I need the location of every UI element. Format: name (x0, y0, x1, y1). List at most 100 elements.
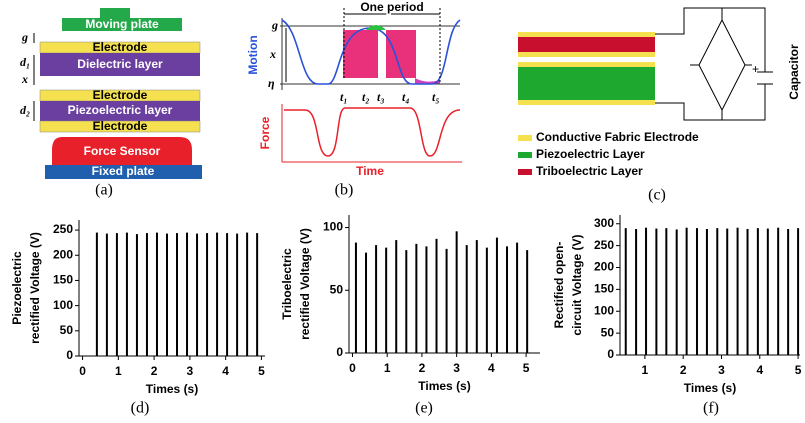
label: t₁ (340, 90, 348, 104)
plate-knob (100, 8, 130, 18)
spike (455, 231, 458, 353)
spike (176, 233, 179, 356)
y-tick-label: 250 (594, 238, 614, 252)
spike (445, 248, 448, 353)
layer (518, 62, 655, 67)
spike (716, 228, 719, 355)
force-sensor (52, 137, 192, 165)
label: One period (360, 0, 423, 14)
x-tick-label: 4 (756, 363, 763, 377)
spike (415, 243, 418, 353)
spike (746, 229, 749, 355)
spike (385, 247, 388, 353)
spike (736, 227, 739, 355)
y-label: Rectified open- (552, 242, 566, 329)
force-curve (284, 107, 461, 157)
spike (216, 232, 219, 356)
spike (196, 233, 199, 356)
dielectric (40, 53, 200, 76)
x-tick-label: 0 (79, 364, 86, 378)
legend-label: Conductive Fabric Electrode (536, 130, 699, 144)
label: η (268, 76, 275, 90)
spike (186, 232, 189, 356)
label: d₂ (20, 103, 30, 117)
x-tick-label: 3 (718, 363, 725, 377)
spike (766, 228, 769, 355)
label: Electrode (93, 119, 148, 133)
y-label: rectified Voltage (V) (298, 228, 312, 340)
label: t₂ (362, 90, 370, 104)
fixed-plate (45, 165, 202, 179)
label: Force Sensor (84, 144, 161, 158)
spike (246, 232, 249, 356)
label: Dielectric layer (77, 57, 163, 71)
spike (635, 229, 638, 355)
x-tick-label: 2 (151, 364, 158, 378)
layer (518, 37, 655, 52)
spike (685, 227, 688, 355)
x-tick-label: 5 (795, 363, 802, 377)
label: t₅ (432, 90, 440, 104)
x-tick-label: 4 (222, 364, 229, 378)
legend-swatch (518, 135, 532, 141)
label: x (21, 72, 28, 86)
x-tick-label: 2 (680, 363, 687, 377)
label: Electrode (93, 40, 148, 54)
x-tick-label: 0 (349, 361, 356, 375)
y-label: Piezoelectric (10, 251, 24, 325)
spike (475, 240, 478, 353)
spike (695, 228, 698, 355)
spike (665, 228, 668, 355)
y-label: Triboelectric (280, 248, 294, 320)
legend-label: Piezoelectric Layer (536, 147, 645, 161)
panel-c: + Capacitor Conductive Fabric Electrode P… (518, 7, 801, 204)
plus: + (752, 62, 759, 76)
y-tick-label: 150 (594, 282, 614, 296)
x-tick-label: 3 (453, 361, 460, 375)
y-tick-label: 0 (336, 345, 343, 359)
spike (797, 228, 800, 355)
x-tick-label: 4 (488, 361, 495, 375)
label: One period (360, 0, 423, 14)
circuit (655, 7, 773, 121)
label: Capacitor (787, 44, 801, 100)
label: Motion (246, 35, 260, 74)
spike (705, 229, 708, 355)
y-tick-label: 200 (594, 260, 614, 274)
phase (415, 78, 440, 84)
panel-label: (b) (335, 182, 354, 199)
spike (95, 232, 98, 356)
spike (236, 233, 239, 356)
spike (155, 232, 158, 356)
legend-swatch (518, 152, 532, 158)
legend: Conductive Fabric Electrode Piezoelectric… (518, 130, 699, 178)
label: x (269, 47, 276, 61)
x-tick-label: 1 (115, 364, 122, 378)
legend-swatch (518, 169, 532, 175)
spike (135, 234, 138, 356)
spike (756, 228, 759, 355)
spike (375, 245, 378, 353)
x-label: Times (s) (684, 381, 736, 395)
contact (366, 25, 386, 30)
y-tick-label: 100 (53, 298, 73, 312)
spike (675, 229, 678, 355)
label: d₁ (20, 55, 30, 69)
spike (506, 246, 509, 353)
spike (405, 250, 408, 353)
spike (365, 252, 368, 353)
phase (343, 30, 378, 78)
spike (354, 242, 357, 353)
y-tick-label: 200 (53, 247, 73, 261)
layer (518, 100, 655, 105)
x-tick-label: 5 (523, 361, 530, 375)
spike (726, 228, 729, 355)
layer (518, 67, 655, 100)
spike (256, 233, 259, 356)
label: Force (258, 116, 272, 149)
electrode (39, 120, 201, 133)
y-tick-label: 0 (607, 347, 614, 361)
spike (655, 228, 658, 355)
panel-a: Moving plate g Electrode Dielectric laye… (20, 8, 202, 199)
